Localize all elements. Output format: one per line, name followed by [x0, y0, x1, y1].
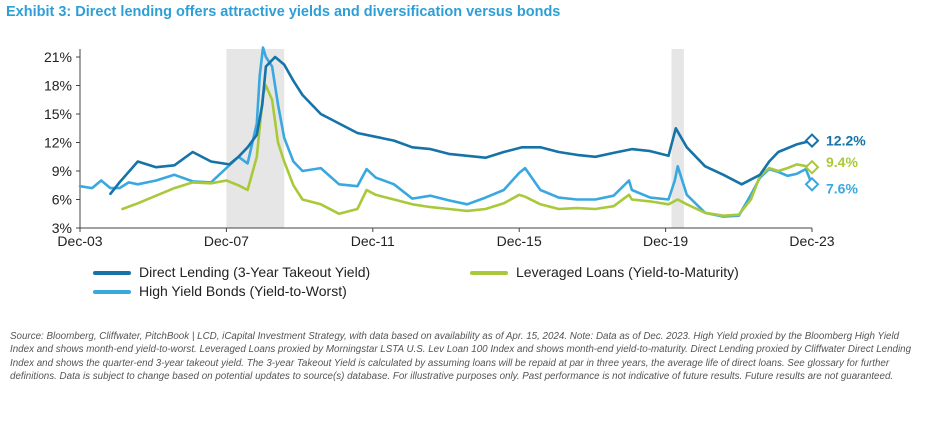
legend-label-high-yield: High Yield Bonds (Yield-to-Worst)	[139, 283, 347, 299]
chart-title: Exhibit 3: Direct lending offers attract…	[6, 4, 561, 20]
end-markers: 7.6% 9.4% 12.2%	[804, 133, 866, 196]
series-line-high	[78, 46, 814, 218]
chart-axes: 3% 6% 9% 12% 15% 18% 21% Dec-03 Dec-07 Dec-11 Dec-…	[44, 49, 835, 249]
x-tick-label: Dec-23	[789, 233, 834, 249]
end-label-leveraged: 9.4%	[826, 154, 858, 170]
end-marker-leveraged	[804, 159, 820, 175]
x-tick-label: Dec-07	[204, 233, 249, 249]
x-tick-label: Dec-15	[497, 233, 542, 249]
end-label-direct: 12.2%	[826, 133, 866, 149]
source-footnote: Source: Bloomberg, Cliffwater, PitchBook…	[10, 331, 912, 383]
y-tick-label: 6%	[52, 192, 72, 208]
x-tick-label: Dec-19	[643, 233, 688, 249]
x-tick-label: Dec-03	[57, 233, 102, 249]
y-tick-label: 21%	[44, 49, 72, 65]
y-tick-label: 3%	[52, 220, 72, 236]
legend-item-high-yield: High Yield Bonds (Yield-to-Worst)	[93, 283, 347, 299]
legend-label-direct-lending: Direct Lending (3-Year Takeout Yield)	[139, 264, 371, 280]
y-tick-label: 18%	[44, 78, 72, 94]
end-label-high: 7.6%	[826, 180, 858, 196]
legend-item-leveraged-loans: Leveraged Loans (Yield-to-Maturity)	[470, 264, 739, 280]
legend-swatch-high-yield	[93, 290, 131, 295]
legend-label-leveraged-loans: Leveraged Loans (Yield-to-Maturity)	[516, 264, 739, 280]
end-marker-high	[804, 176, 820, 192]
legend-swatch-direct-lending	[93, 271, 131, 276]
x-tick-label: Dec-11	[351, 233, 395, 249]
series-lines	[78, 46, 814, 218]
y-tick-label: 15%	[44, 106, 72, 122]
end-marker-direct	[804, 133, 820, 149]
series-line-leveraged	[121, 84, 814, 217]
y-tick-label: 12%	[44, 135, 72, 151]
chart-canvas: 3% 6% 9% 12% 15% 18% 21% Dec-03 Dec-07 Dec-11 Dec-…	[44, 46, 866, 249]
y-tick-label: 9%	[52, 163, 72, 179]
legend-item-direct-lending: Direct Lending (3-Year Takeout Yield)	[93, 264, 370, 280]
legend-swatch-leveraged-loans	[470, 271, 508, 276]
series-line-direct	[109, 55, 814, 196]
